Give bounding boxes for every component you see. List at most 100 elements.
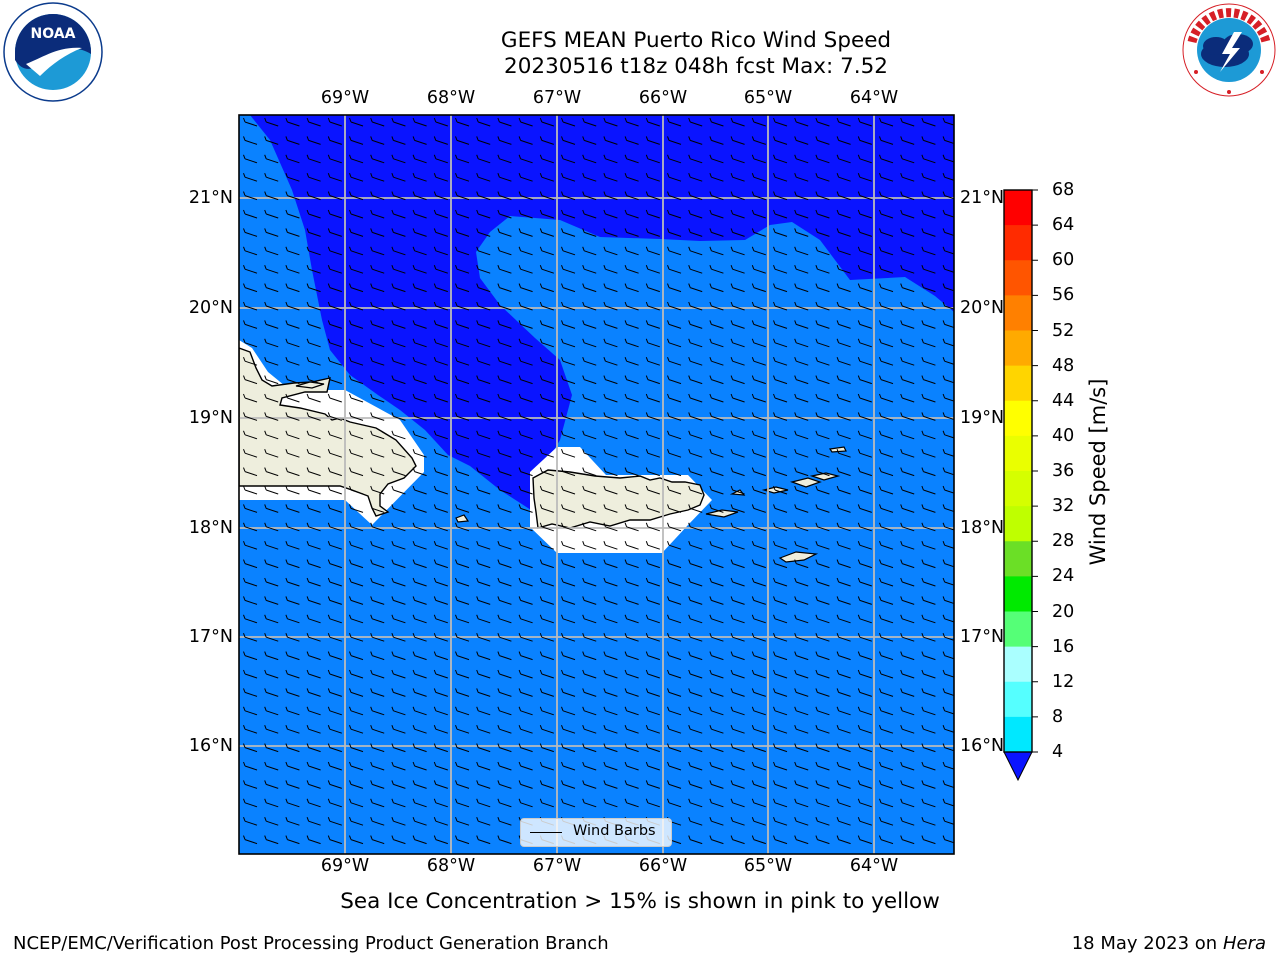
wind-barb-flag <box>561 209 564 215</box>
wind-barb <box>478 636 491 642</box>
wind-barb-flag <box>412 191 416 196</box>
wind-barb <box>520 360 533 366</box>
wind-barb-flag <box>900 596 903 601</box>
wind-barb <box>923 287 936 293</box>
wind-barb <box>499 691 512 697</box>
wind-barb-flag <box>624 154 628 159</box>
wind-barb-flag <box>709 467 712 472</box>
wind-barb <box>562 268 576 274</box>
wind-barb <box>732 121 745 127</box>
wind-barb-flag <box>412 283 416 288</box>
wind-barb <box>266 379 279 385</box>
wind-barb <box>605 471 618 477</box>
wind-barb <box>308 121 321 127</box>
wind-barb <box>690 452 703 458</box>
wind-barb <box>456 710 470 716</box>
wind-barb-flag <box>264 265 267 270</box>
wind-barb <box>456 691 470 697</box>
wind-barb-flag <box>433 725 437 730</box>
wind-barb-flag <box>624 596 628 601</box>
wind-barb-flag <box>306 835 310 840</box>
wind-barb <box>456 250 470 256</box>
wind-barb <box>711 121 724 127</box>
wind-barb <box>372 691 385 697</box>
wind-barb <box>350 342 364 348</box>
wind-barb <box>499 820 512 826</box>
wind-barb-flag <box>773 393 776 399</box>
wind-barb <box>499 489 512 495</box>
wind-barb-flag <box>476 614 479 619</box>
wind-barb-flag <box>433 485 437 491</box>
wind-barb-flag <box>518 485 522 491</box>
wind-barb-flag <box>349 743 352 748</box>
wind-barb <box>266 728 279 734</box>
wind-barb-flag <box>518 246 522 251</box>
wind-barb <box>817 305 830 311</box>
wind-barb <box>435 471 448 477</box>
wind-barb-flag <box>836 688 840 693</box>
lat-tick-right: 19°N <box>960 408 1005 428</box>
wind-barb <box>902 139 915 145</box>
wind-barb-flag <box>455 191 458 196</box>
wind-barb <box>499 360 512 366</box>
wind-barb <box>584 268 597 274</box>
wind-barb <box>308 268 321 274</box>
wind-barb-flag <box>412 559 416 564</box>
wind-barb-flag <box>433 393 437 399</box>
wind-barb <box>244 379 258 385</box>
chart-title-line2: 20230516 t18z 048h fcst Max: 7.52 <box>504 54 888 79</box>
wind-barb-flag <box>624 265 628 270</box>
wind-barb-flag <box>561 706 564 711</box>
colorbar-segment <box>1004 190 1032 226</box>
wind-barb-flag <box>879 706 882 711</box>
wind-barb-flag <box>688 357 691 362</box>
wind-barb <box>817 581 830 587</box>
wind-barb <box>520 231 533 237</box>
wind-barb <box>753 213 766 219</box>
wind-barb <box>562 783 576 789</box>
wind-barb-flag <box>561 504 564 509</box>
wind-barb-flag <box>921 669 924 675</box>
wind-barb <box>499 655 512 661</box>
wind-barb-flag <box>327 412 331 417</box>
wind-barb-flag <box>709 449 712 454</box>
wind-barb-flag <box>243 541 246 546</box>
wind-barb-flag <box>645 651 649 656</box>
wind-barb-flag <box>730 688 734 693</box>
wind-barb-flag <box>539 614 543 619</box>
wind-barb-flag <box>815 504 818 509</box>
wind-barb <box>859 158 872 164</box>
wind-barb-flag <box>921 743 924 748</box>
wind-barb <box>817 250 830 256</box>
wind-barb <box>350 434 364 440</box>
wind-barb <box>244 415 258 421</box>
wind-barb <box>541 415 554 421</box>
wind-barb <box>902 673 915 679</box>
wind-barb <box>690 397 703 403</box>
wind-barb-flag <box>773 798 776 803</box>
wind-barb-flag <box>476 798 479 803</box>
wind-barb <box>541 544 554 550</box>
colorbar-segment <box>1004 400 1032 437</box>
wind-barb-flag <box>518 338 522 343</box>
wind-barb <box>626 268 639 274</box>
wind-barb <box>244 839 258 845</box>
wind-barb-flag <box>539 430 543 435</box>
wind-barb-flag <box>879 725 882 730</box>
wind-barb <box>287 213 300 219</box>
wind-barb <box>902 231 915 237</box>
wind-barb-flag <box>773 835 776 840</box>
wind-barb-flag <box>539 651 543 656</box>
wind-barb-flag <box>433 522 437 527</box>
wind-barb <box>541 747 554 753</box>
wind-barb <box>753 287 766 293</box>
wind-barb <box>329 599 342 605</box>
wind-barb <box>711 342 724 348</box>
wind-barb-flag <box>433 301 437 307</box>
wind-barb <box>859 507 872 513</box>
wind-barb <box>690 139 703 145</box>
wind-barb-flag <box>603 559 606 564</box>
wind-barb-flag <box>942 228 946 233</box>
wind-barb-flag <box>879 357 882 362</box>
wind-barb-flag <box>751 449 755 454</box>
